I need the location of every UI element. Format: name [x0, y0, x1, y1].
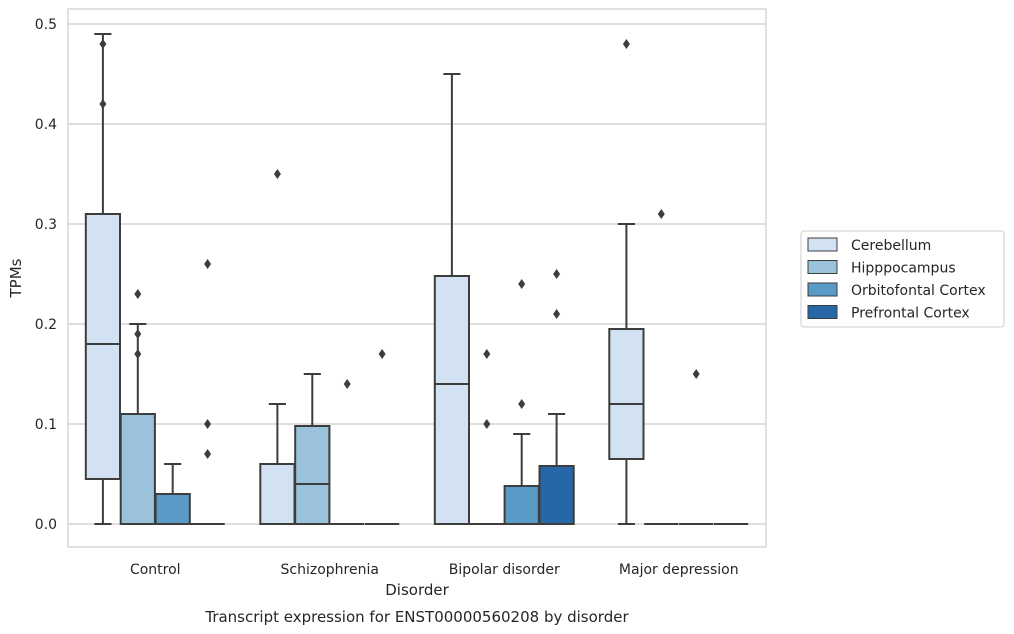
legend-swatch [807, 237, 838, 252]
outlier-point [518, 399, 526, 409]
legend-swatch [807, 260, 838, 274]
outlier-point [553, 309, 561, 319]
box [154, 493, 191, 525]
chart-caption: Transcript expression for ENST0000056020… [204, 608, 629, 626]
box [259, 463, 296, 525]
legend-swatch [807, 305, 838, 319]
outlier-point [657, 209, 665, 219]
outlier-point [518, 279, 526, 289]
outlier-point [553, 269, 561, 279]
outlier-point [273, 169, 281, 179]
x-tick-label: Bipolar disorder [449, 562, 560, 578]
x-tick-label: Schizophrenia [281, 562, 379, 578]
outlier-point [622, 39, 630, 49]
y-axis-ticks: 0.0 0.1 0.2 0.3 0.4 0.5 [35, 17, 57, 533]
x-tick-label: Major depression [619, 562, 739, 578]
box [294, 425, 331, 525]
outlier-point [692, 369, 700, 379]
x-tick-label: Control [130, 562, 181, 578]
legend-label: Cerebellum [851, 238, 931, 254]
plot-frame [67, 8, 767, 548]
legend-label: Prefrontal Cortex [851, 306, 970, 322]
outlier-point [99, 99, 107, 109]
box [503, 485, 540, 525]
box [84, 213, 122, 480]
legend: Cerebellum Hipppocampus Orbitofontal Corte… [800, 230, 1005, 328]
outlier-point [378, 349, 386, 359]
legend-frame [800, 230, 1005, 328]
legend-label: Hipppocampus [851, 261, 956, 277]
y-tick-label: 0.4 [35, 117, 57, 133]
legend-label: Orbitofontal Cortex [851, 283, 986, 299]
y-tick-label: 0.0 [35, 517, 57, 533]
outlier-point [483, 419, 491, 429]
outlier-point [134, 289, 142, 299]
x-axis-label: Disorder [385, 581, 449, 599]
box [608, 328, 645, 460]
outlier-point [343, 379, 351, 389]
box [433, 275, 471, 525]
outlier-point [204, 259, 212, 269]
legend-swatch [807, 282, 838, 297]
box [538, 465, 575, 525]
outlier-point [134, 329, 142, 339]
x-axis-ticks: Control Schizophrenia Bipolar disorder Majo… [130, 562, 739, 578]
y-tick-label: 0.2 [35, 317, 57, 333]
outlier-point [134, 349, 142, 359]
box [119, 413, 156, 525]
outlier-point [483, 349, 491, 359]
y-axis-label: TPMs [7, 258, 25, 298]
outlier-point [99, 39, 107, 49]
outlier-point [204, 449, 212, 459]
box-plot-marks [84, 33, 749, 525]
y-tick-label: 0.3 [35, 217, 57, 233]
y-tick-label: 0.1 [35, 417, 57, 433]
outlier-point [204, 419, 212, 429]
y-tick-label: 0.5 [35, 17, 57, 33]
